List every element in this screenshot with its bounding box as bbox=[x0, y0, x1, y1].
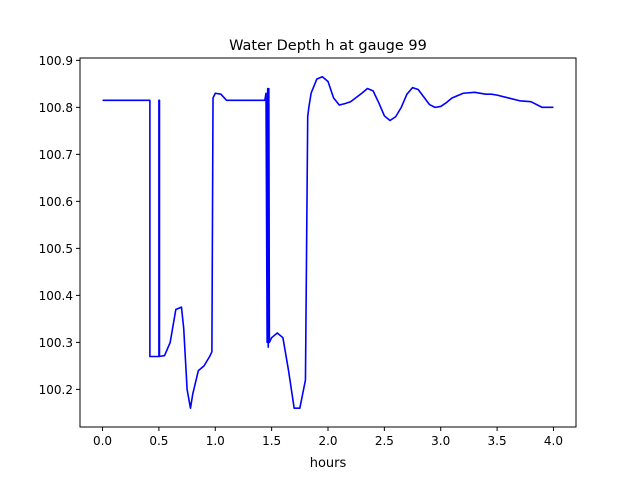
series-line-1 bbox=[102, 76, 554, 410]
x-tick-label: 2.5 bbox=[375, 434, 394, 448]
y-tick-label: 100.2 bbox=[39, 383, 73, 397]
y-tick-label: 100.8 bbox=[39, 101, 73, 115]
x-tick-label: 3.5 bbox=[488, 434, 507, 448]
x-tick-label: 0.5 bbox=[149, 434, 168, 448]
plot-area bbox=[102, 76, 554, 410]
y-tick-label: 100.7 bbox=[39, 148, 73, 162]
x-axis: 0.0 0.5 1.0 1.5 2.0 2.5 3.0 3.5 4.0 bbox=[93, 427, 563, 448]
y-tick-label: 100.4 bbox=[39, 289, 73, 303]
y-tick-label: 100.9 bbox=[39, 54, 73, 68]
y-tick-label: 100.5 bbox=[39, 242, 73, 256]
x-tick-label: 4.0 bbox=[544, 434, 563, 448]
y-tick-label: 100.3 bbox=[39, 336, 73, 350]
y-tick-label: 100.6 bbox=[39, 195, 73, 209]
x-tick-label: 2.0 bbox=[318, 434, 337, 448]
x-tick-label: 1.5 bbox=[262, 434, 281, 448]
chart-title: Water Depth h at gauge 99 bbox=[229, 38, 427, 54]
x-tick-label: 3.0 bbox=[431, 434, 450, 448]
x-tick-label: 0.0 bbox=[93, 434, 112, 448]
axes-frame bbox=[79, 57, 577, 428]
x-axis-label: hours bbox=[310, 456, 347, 471]
x-tick-label: 1.0 bbox=[206, 434, 225, 448]
y-axis: 100.2 100.3 100.4 100.5 100.6 100.7 100.8 100.9 bbox=[39, 54, 80, 397]
